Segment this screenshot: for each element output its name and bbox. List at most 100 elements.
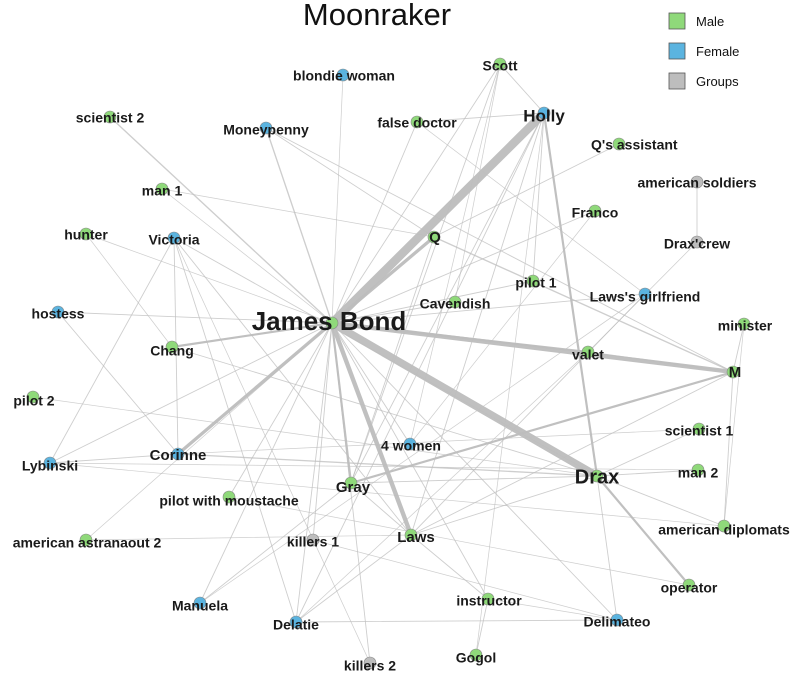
node-women4[interactable] (403, 437, 417, 451)
edge-bond-moneypenny (265, 127, 333, 324)
node-gray[interactable] (344, 476, 358, 490)
node-hunter[interactable] (79, 227, 93, 241)
node-delimateo[interactable] (610, 613, 624, 627)
edge-holly-drax (542, 111, 599, 478)
node-q[interactable] (427, 230, 441, 244)
node-amsoldiers[interactable] (690, 175, 704, 189)
node-amastro[interactable] (79, 533, 93, 547)
node-man2[interactable] (691, 463, 705, 477)
node-label-pilot2: pilot 2 (13, 393, 54, 409)
node-label-franco: Franco (572, 205, 619, 221)
node-lawsgf[interactable] (638, 287, 652, 301)
node-label-man2: man 2 (678, 465, 719, 481)
node-label-amsoldiers: american soldiers (637, 175, 756, 191)
node-label-victoria: Victoria (148, 232, 199, 248)
node-draxcrew[interactable] (690, 235, 704, 249)
edge-corinne-lybinski (49, 453, 179, 464)
edge-minister-amdiplomats (723, 323, 745, 527)
edge-gogol-holly (475, 112, 545, 656)
node-pilotmoust[interactable] (222, 490, 236, 504)
edge-bond-instructor (331, 322, 489, 600)
edge-q-gray (350, 236, 435, 484)
edge-bond-drax (328, 319, 601, 480)
edge-m-gray (349, 370, 735, 485)
edge-laws-victoria (173, 237, 412, 536)
node-instructor[interactable] (481, 592, 495, 606)
node-corinne[interactable] (171, 447, 185, 461)
node-label-cavendish: Cavendish (420, 296, 491, 312)
edges-layer (32, 63, 745, 664)
edge-victoria-delatie (173, 237, 297, 623)
edge-holly-gray (350, 112, 545, 484)
edge-drax-amdiplomats (596, 475, 725, 527)
node-killers2[interactable] (363, 656, 377, 670)
node-qassist[interactable] (612, 137, 626, 151)
node-m[interactable] (726, 365, 740, 379)
node-label-m: M (729, 364, 742, 381)
node-label-instructor: instructor (456, 593, 522, 609)
node-label-q: Q (429, 229, 441, 246)
node-gogol[interactable] (469, 648, 483, 662)
node-scientist1[interactable] (692, 422, 706, 436)
edge-scott-cavendish (454, 63, 501, 303)
node-label-bond: James Bond (252, 306, 407, 336)
edge-pilotmoust-operator (228, 496, 690, 586)
node-holly[interactable] (537, 106, 551, 120)
edge-drax-man2 (596, 469, 699, 477)
node-label-hunter: hunter (64, 227, 108, 243)
node-delatie[interactable] (289, 615, 303, 629)
edge-bond-killers2 (331, 322, 371, 664)
edge-bond-laws (329, 320, 414, 538)
node-killers1[interactable] (306, 533, 320, 547)
edge-man1-q (161, 188, 435, 238)
node-hostess[interactable] (51, 305, 65, 319)
edge-drax-pilot2 (32, 396, 598, 477)
node-label-pilotmoust: pilot with moustache (159, 493, 298, 509)
node-blondie[interactable] (336, 68, 350, 82)
node-scientist2[interactable] (103, 110, 117, 124)
edge-bond-lybinski (49, 322, 333, 464)
node-pilot2[interactable] (26, 390, 40, 404)
edge-killers1-delimateo (312, 539, 618, 621)
node-label-falsedoc: false doctor (377, 115, 457, 131)
edge-bond-women4 (331, 322, 411, 445)
edge-bond-corinne (176, 321, 334, 456)
edge-instructor-delimateo (487, 598, 618, 621)
node-victoria[interactable] (167, 231, 181, 245)
node-operator[interactable] (682, 578, 696, 592)
node-scott[interactable] (493, 57, 507, 71)
node-pilot1[interactable] (526, 274, 540, 288)
chart-title: Moonraker (303, 0, 451, 32)
node-label-moneypenny: Moneypenny (223, 122, 309, 138)
edge-laws-delatie (295, 534, 412, 623)
node-minister[interactable] (737, 317, 751, 331)
node-laws[interactable] (404, 528, 418, 542)
edge-q-qassist (433, 143, 620, 238)
node-amdiplomats[interactable] (717, 519, 731, 533)
edge-laws-gray (350, 482, 412, 536)
node-drax[interactable] (590, 469, 604, 483)
edge-m-valet (587, 351, 734, 373)
node-label-minister: minister (718, 318, 773, 334)
legend-swatch-male (668, 12, 686, 30)
node-lybinski[interactable] (43, 456, 57, 470)
node-cavendish[interactable] (448, 295, 462, 309)
edge-bond-falsedoc (331, 121, 418, 324)
node-label-delatie: Delatie (273, 617, 319, 633)
node-valet[interactable] (581, 345, 595, 359)
node-manuela[interactable] (193, 596, 207, 610)
node-bond[interactable] (325, 316, 339, 330)
node-chang[interactable] (165, 340, 179, 354)
node-moneypenny[interactable] (259, 121, 273, 135)
edge-gray-manuela (199, 482, 352, 604)
node-label-qassist: Q's assistant (591, 137, 678, 153)
edge-bond-manuela (199, 322, 333, 604)
edge-bond-delatie (295, 322, 333, 623)
node-label-man1: man 1 (142, 183, 183, 199)
node-falsedoc[interactable] (410, 115, 424, 129)
edge-bond-amastro (85, 322, 333, 541)
node-man1[interactable] (155, 182, 169, 196)
node-label-hostess: hostess (32, 306, 85, 322)
edge-scientist1-corinne (177, 428, 700, 455)
node-franco[interactable] (588, 204, 602, 218)
